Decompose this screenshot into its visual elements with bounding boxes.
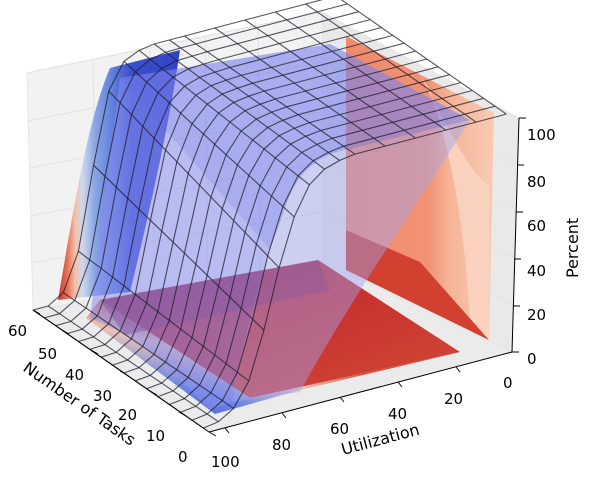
- surface-wire-line: [135, 66, 439, 382]
- surface-wire-line: [180, 97, 484, 413]
- utilization-tick: 100: [211, 427, 240, 471]
- surface-drop-right: [232, 120, 470, 402]
- surface-wire-line: [184, 35, 356, 155]
- surface-wire-line: [153, 43, 325, 170]
- utilization-zero-label: 0: [503, 374, 513, 392]
- svg-text:10: 10: [146, 427, 165, 445]
- surface-wire-line: [275, 11, 447, 131]
- tasks-tick: 60: [8, 309, 41, 340]
- svg-text:40: 40: [388, 405, 407, 423]
- svg-text:20: 20: [444, 390, 463, 408]
- right-projection-dark: [346, 230, 489, 340]
- surface-wire-line: [123, 60, 295, 218]
- svg-text:20: 20: [118, 406, 137, 424]
- utilization-tick: 80: [272, 412, 291, 454]
- percent-axis-label: Percent: [563, 218, 582, 278]
- percent-tick: 0: [512, 350, 537, 368]
- surface-wire-line: [78, 26, 382, 343]
- utilization-tick: 20: [444, 366, 463, 408]
- tasks-tick: 30: [93, 370, 128, 405]
- svg-text:30: 30: [93, 387, 112, 405]
- tasks-tick: 50: [38, 329, 70, 363]
- surface-wire-line: [146, 74, 450, 390]
- surface-wire-line: [62, 292, 234, 409]
- svg-text:60: 60: [330, 420, 349, 438]
- surface-wire-line: [66, 19, 371, 335]
- right-projection-pale: [420, 75, 489, 340]
- surface-wire-line: [47, 305, 219, 423]
- surface-wire-line: [169, 89, 473, 406]
- svg-text:60: 60: [527, 217, 546, 235]
- svg-text:20: 20: [527, 306, 546, 324]
- surface-wire-line: [78, 250, 250, 382]
- percent-tick: 100: [519, 117, 556, 144]
- surface-wire-line: [244, 19, 416, 139]
- svg-text:0: 0: [527, 350, 537, 368]
- utilization-tick: 60: [330, 396, 349, 438]
- surface-wire-line: [123, 58, 427, 374]
- surface-wire-line: [108, 90, 280, 269]
- tasks-tick: 40: [65, 349, 99, 384]
- utilization-axis-label: Utilization: [339, 420, 421, 459]
- surface-wire-line: [305, 3, 477, 123]
- tasks-tick: 20: [118, 390, 158, 424]
- surface-wire-line: [340, 0, 507, 115]
- surface-wireframe: [32, 0, 507, 429]
- percent-axis: 0 20 40 60 80 100 Percent: [512, 117, 582, 368]
- percent-tick: 20: [513, 305, 546, 324]
- surface-wire-line: [214, 27, 386, 147]
- surface-wire-line: [100, 42, 405, 358]
- svg-text:100: 100: [527, 126, 556, 144]
- surface-wire-line: [44, 3, 348, 319]
- percent-tick: 40: [514, 258, 546, 280]
- surface-wire-line: [191, 105, 496, 421]
- surface-wire-line: [55, 11, 359, 327]
- surface-wire-line: [157, 82, 462, 398]
- svg-text:80: 80: [272, 436, 291, 454]
- svg-text:50: 50: [38, 345, 57, 363]
- svg-text:40: 40: [527, 262, 546, 280]
- svg-text:40: 40: [65, 366, 84, 384]
- surface-wire-line: [169, 39, 341, 161]
- svg-text:80: 80: [527, 173, 546, 191]
- surface-wire-line: [138, 49, 310, 186]
- surface-wire-line: [93, 164, 265, 331]
- percent-tick: 60: [516, 211, 546, 235]
- surface-wire-line: [203, 113, 507, 429]
- utilization-tick: 40: [388, 381, 407, 423]
- svg-text:60: 60: [8, 322, 27, 340]
- surface-wire-line: [112, 50, 416, 366]
- tasks-tick: 10: [146, 411, 187, 445]
- tasks-tick: 0: [178, 431, 217, 466]
- percent-tick: 80: [517, 164, 546, 191]
- surface-wire-line: [32, 0, 324, 311]
- surface-wire-line: [89, 34, 393, 350]
- svg-text:0: 0: [178, 448, 188, 466]
- svg-text:100: 100: [211, 453, 240, 471]
